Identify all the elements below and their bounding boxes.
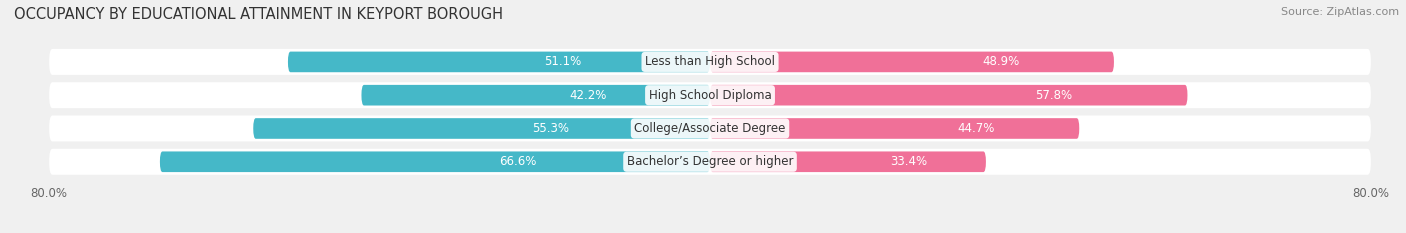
Text: 48.9%: 48.9% — [983, 55, 1019, 69]
Text: 57.8%: 57.8% — [1035, 89, 1073, 102]
FancyBboxPatch shape — [710, 85, 1188, 106]
FancyBboxPatch shape — [710, 51, 1114, 72]
FancyBboxPatch shape — [49, 116, 1371, 141]
FancyBboxPatch shape — [49, 49, 1371, 75]
Text: 51.1%: 51.1% — [544, 55, 581, 69]
FancyBboxPatch shape — [49, 149, 1371, 175]
Text: OCCUPANCY BY EDUCATIONAL ATTAINMENT IN KEYPORT BOROUGH: OCCUPANCY BY EDUCATIONAL ATTAINMENT IN K… — [14, 7, 503, 22]
Text: 55.3%: 55.3% — [531, 122, 568, 135]
Text: Less than High School: Less than High School — [645, 55, 775, 69]
Text: 33.4%: 33.4% — [890, 155, 927, 168]
Text: College/Associate Degree: College/Associate Degree — [634, 122, 786, 135]
FancyBboxPatch shape — [710, 118, 1080, 139]
FancyBboxPatch shape — [253, 118, 710, 139]
Text: Source: ZipAtlas.com: Source: ZipAtlas.com — [1281, 7, 1399, 17]
Text: High School Diploma: High School Diploma — [648, 89, 772, 102]
FancyBboxPatch shape — [361, 85, 710, 106]
Text: 44.7%: 44.7% — [957, 122, 994, 135]
FancyBboxPatch shape — [288, 51, 710, 72]
Text: 42.2%: 42.2% — [569, 89, 607, 102]
Text: Bachelor’s Degree or higher: Bachelor’s Degree or higher — [627, 155, 793, 168]
FancyBboxPatch shape — [49, 82, 1371, 108]
FancyBboxPatch shape — [160, 151, 710, 172]
FancyBboxPatch shape — [710, 151, 986, 172]
Text: 66.6%: 66.6% — [499, 155, 536, 168]
